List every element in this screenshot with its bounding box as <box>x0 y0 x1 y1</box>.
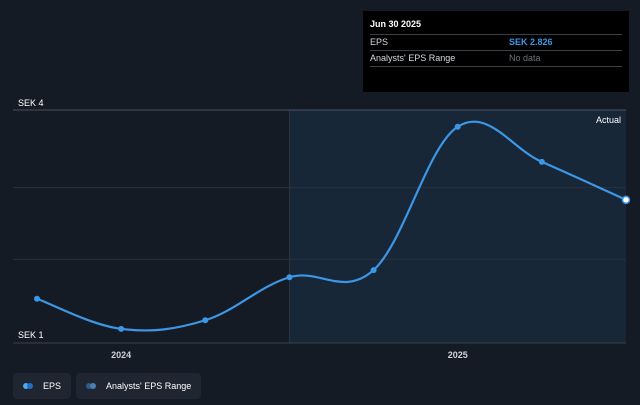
tooltip-row-eps: EPS SEK 2.826 <box>370 34 622 50</box>
eps-data-point[interactable] <box>118 325 125 332</box>
y-tick-label-bottom: SEK 1 <box>18 330 44 340</box>
eps-data-point[interactable] <box>538 158 545 165</box>
actual-region-label: Actual <box>596 115 621 125</box>
eps-legend-icon <box>23 383 37 389</box>
legend-item-eps[interactable]: EPS <box>13 373 72 399</box>
legend-analysts-range-label: Analysts' EPS Range <box>106 381 192 391</box>
x-axis-ticks: 2024 2025 <box>111 350 468 360</box>
eps-data-point[interactable] <box>370 267 377 274</box>
tooltip-date: Jun 30 2025 <box>370 19 422 29</box>
y-tick-label-top: SEK 4 <box>18 98 44 108</box>
eps-series-points <box>34 123 631 332</box>
eps-data-point[interactable] <box>202 317 209 324</box>
eps-data-point[interactable] <box>621 195 631 205</box>
x-tick-label: 2024 <box>111 350 131 360</box>
eps-data-point[interactable] <box>454 123 461 130</box>
legend-item-analysts-range[interactable]: Analysts' EPS Range <box>76 373 202 399</box>
tooltip-eps-label: EPS <box>370 37 389 47</box>
grid-lines <box>13 109 626 260</box>
legend-eps-label: EPS <box>43 381 62 391</box>
tooltip-range-value: No data <box>509 53 541 63</box>
tooltip-range-label: Analysts' EPS Range <box>370 53 456 63</box>
x-tick-label: 2025 <box>448 350 468 360</box>
analysts-range-legend-icon <box>86 383 100 389</box>
legend: EPS Analysts' EPS Range <box>13 373 202 399</box>
actual-region-shade <box>289 110 626 343</box>
eps-series-line <box>36 120 627 332</box>
tooltip-row-range: Analysts' EPS Range No data <box>370 50 622 67</box>
eps-data-point[interactable] <box>34 295 40 302</box>
tooltip-eps-value: SEK 2.826 <box>509 37 553 47</box>
eps-data-point[interactable] <box>286 274 293 281</box>
tooltip-panel: Jun 30 2025 EPS SEK 2.826 Analysts' EPS … <box>363 11 629 92</box>
